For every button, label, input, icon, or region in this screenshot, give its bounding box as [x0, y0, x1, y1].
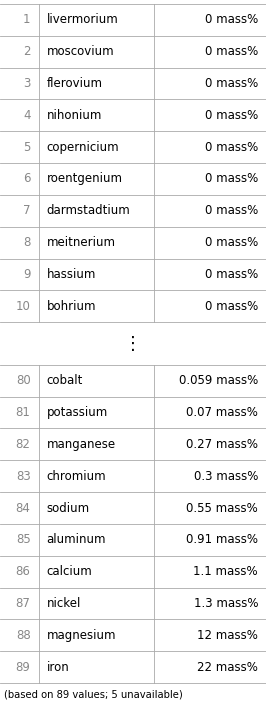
- Text: 0.27 mass%: 0.27 mass%: [186, 438, 258, 451]
- Text: 1.3 mass%: 1.3 mass%: [194, 597, 258, 610]
- Text: roentgenium: roentgenium: [47, 172, 123, 185]
- Text: 0.07 mass%: 0.07 mass%: [186, 406, 258, 419]
- Text: potassium: potassium: [47, 406, 108, 419]
- Text: copernicium: copernicium: [47, 141, 119, 154]
- Text: 0.3 mass%: 0.3 mass%: [194, 470, 258, 483]
- Text: 0 mass%: 0 mass%: [205, 45, 258, 58]
- Text: 0.55 mass%: 0.55 mass%: [186, 501, 258, 515]
- Text: 0 mass%: 0 mass%: [205, 268, 258, 281]
- Text: 86: 86: [16, 566, 31, 578]
- Text: nihonium: nihonium: [47, 109, 102, 122]
- Text: 1.1 mass%: 1.1 mass%: [193, 566, 258, 578]
- Text: 0 mass%: 0 mass%: [205, 236, 258, 249]
- Text: magnesium: magnesium: [47, 629, 116, 642]
- Text: 6: 6: [23, 172, 31, 185]
- Text: cobalt: cobalt: [47, 374, 83, 387]
- Text: 12 mass%: 12 mass%: [197, 629, 258, 642]
- Text: moscovium: moscovium: [47, 45, 114, 58]
- Text: 0 mass%: 0 mass%: [205, 204, 258, 217]
- Text: 10: 10: [16, 300, 31, 313]
- Text: ⋮: ⋮: [124, 335, 142, 352]
- Text: hassium: hassium: [47, 268, 96, 281]
- Text: 87: 87: [16, 597, 31, 610]
- Text: manganese: manganese: [47, 438, 116, 451]
- Text: (based on 89 values; 5 unavailable): (based on 89 values; 5 unavailable): [4, 689, 183, 699]
- Text: 0 mass%: 0 mass%: [205, 141, 258, 154]
- Text: 0 mass%: 0 mass%: [205, 14, 258, 26]
- Text: 0 mass%: 0 mass%: [205, 77, 258, 90]
- Text: calcium: calcium: [47, 566, 92, 578]
- Text: 9: 9: [23, 268, 31, 281]
- Text: 84: 84: [16, 501, 31, 515]
- Text: 81: 81: [16, 406, 31, 419]
- Text: 0.059 mass%: 0.059 mass%: [179, 374, 258, 387]
- Text: bohrium: bohrium: [47, 300, 96, 313]
- Text: 0 mass%: 0 mass%: [205, 109, 258, 122]
- Text: 7: 7: [23, 204, 31, 217]
- Text: aluminum: aluminum: [47, 533, 106, 546]
- Text: 0 mass%: 0 mass%: [205, 300, 258, 313]
- Text: 3: 3: [23, 77, 31, 90]
- Text: 8: 8: [23, 236, 31, 249]
- Text: 85: 85: [16, 533, 31, 546]
- Text: iron: iron: [47, 661, 69, 674]
- Text: 0 mass%: 0 mass%: [205, 172, 258, 185]
- Text: 0.91 mass%: 0.91 mass%: [186, 533, 258, 546]
- Text: chromium: chromium: [47, 470, 106, 483]
- Text: 80: 80: [16, 374, 31, 387]
- Text: nickel: nickel: [47, 597, 81, 610]
- Text: sodium: sodium: [47, 501, 90, 515]
- Text: 82: 82: [16, 438, 31, 451]
- Text: 2: 2: [23, 45, 31, 58]
- Text: 5: 5: [23, 141, 31, 154]
- Text: 83: 83: [16, 470, 31, 483]
- Text: 4: 4: [23, 109, 31, 122]
- Text: flerovium: flerovium: [47, 77, 103, 90]
- Text: 22 mass%: 22 mass%: [197, 661, 258, 674]
- Text: darmstadtium: darmstadtium: [47, 204, 130, 217]
- Text: livermorium: livermorium: [47, 14, 118, 26]
- Text: 89: 89: [16, 661, 31, 674]
- Text: 88: 88: [16, 629, 31, 642]
- Text: meitnerium: meitnerium: [47, 236, 115, 249]
- Text: 1: 1: [23, 14, 31, 26]
